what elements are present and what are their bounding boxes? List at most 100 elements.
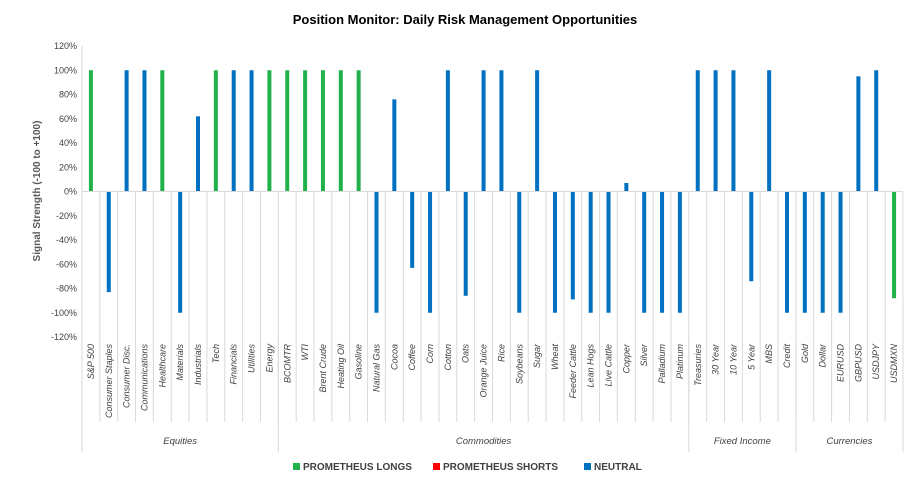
y-tick-label: -20%: [56, 211, 77, 221]
category-label: Rice: [496, 344, 506, 362]
bar-neutral: [142, 70, 147, 192]
group-label: Currencies: [826, 436, 872, 447]
category-label: Platinum: [675, 343, 685, 379]
y-tick-label: -120%: [51, 332, 77, 342]
bar-long: [160, 70, 165, 192]
category-label: Industrials: [193, 344, 203, 386]
bar-neutral: [588, 191, 593, 313]
category-label: WTI: [300, 344, 310, 361]
bar-neutral: [731, 70, 736, 192]
bar-neutral: [767, 70, 772, 192]
category-label: Brent Crude: [318, 344, 328, 393]
bar-neutral: [178, 191, 183, 313]
bar-long: [303, 70, 308, 192]
category-label: Sugar: [532, 343, 542, 368]
legend-swatch: [293, 463, 300, 470]
bar-neutral: [374, 191, 379, 313]
bar-neutral: [499, 70, 504, 192]
bar-neutral: [606, 191, 611, 313]
category-groups: Equities Commodities Fixed Income Currencie…: [81, 337, 904, 452]
bar-neutral: [713, 70, 718, 192]
bar-neutral: [124, 70, 129, 192]
category-label: EURUSD: [836, 344, 846, 383]
bar-neutral: [874, 70, 879, 192]
legend-label: PROMETHEUS SHORTS: [443, 462, 558, 473]
bar-long: [285, 70, 290, 192]
bar-neutral: [249, 70, 254, 192]
category-label: USDJPY: [871, 343, 881, 380]
category-label: BCOMTR: [282, 344, 292, 383]
legend-swatch: [584, 463, 591, 470]
category-label: Silver: [639, 343, 649, 367]
category-label: Utilities: [247, 344, 257, 374]
category-label: Feeder Cattle: [568, 344, 578, 399]
group-label: Fixed Income: [714, 436, 771, 447]
bar-neutral: [570, 191, 575, 300]
category-label: Soybeans: [514, 344, 524, 385]
category-label: Consumer Disc.: [122, 344, 132, 408]
category-label: Lean Hogs: [586, 344, 596, 388]
bar-neutral: [624, 183, 629, 192]
category-label: Heating Oil: [336, 343, 346, 389]
category-label: Orange Juice: [479, 344, 489, 398]
y-tick-label: 80%: [59, 90, 77, 100]
y-tick-label: 120%: [54, 41, 77, 51]
bar-neutral: [392, 99, 397, 192]
bar-neutral: [838, 191, 843, 313]
y-tick-label: -60%: [56, 259, 77, 269]
bar-long: [338, 70, 343, 192]
bar-neutral: [463, 191, 468, 296]
bar-neutral: [856, 76, 861, 192]
category-label: Credit: [782, 344, 792, 369]
bar-neutral: [445, 70, 450, 192]
category-label: 30 Year: [711, 343, 721, 375]
category-label: Natural Gas: [371, 344, 381, 393]
category-label: MBS: [764, 344, 774, 364]
legend-swatch: [433, 463, 440, 470]
y-tick-label: -100%: [51, 308, 77, 318]
category-label: Treasuries: [693, 344, 703, 386]
bar-long: [88, 70, 93, 192]
y-axis: -120% -100% -80% -60% -40% -20% 0% 20% 40% 60% 80%…: [51, 41, 77, 342]
bar-long: [213, 70, 218, 192]
chart-title: Position Monitor: Daily Risk Management …: [293, 12, 638, 27]
group-label: Equities: [163, 436, 197, 447]
y-tick-label: 20%: [59, 162, 77, 172]
legend-label: PROMETHEUS LONGS: [303, 462, 412, 473]
bar-neutral: [196, 116, 201, 192]
bar-neutral: [552, 191, 557, 313]
bar-neutral: [481, 70, 486, 192]
bar-neutral: [802, 191, 807, 313]
category-label: Live Cattle: [604, 344, 614, 387]
category-label: Gold: [800, 343, 810, 363]
category-label: Coffee: [407, 344, 417, 371]
y-tick-label: -80%: [56, 284, 77, 294]
legend-label: NEUTRAL: [594, 462, 642, 473]
category-label: Communications: [139, 344, 149, 412]
bars: [88, 70, 897, 313]
category-label: Financials: [229, 344, 239, 385]
category-label: Oats: [461, 344, 471, 364]
category-label: GBPUSD: [853, 344, 863, 383]
category-label: Corn: [425, 344, 435, 364]
bar-long: [320, 70, 325, 192]
bar-long: [267, 70, 272, 192]
category-label: 10 Year: [728, 343, 738, 375]
bar-neutral: [642, 191, 647, 313]
category-label: Consumer Staples: [104, 344, 114, 419]
category-label: Materials: [175, 344, 185, 381]
bar-neutral: [231, 70, 236, 192]
bar-neutral: [749, 191, 754, 282]
bar-neutral: [660, 191, 665, 313]
category-label: Healthcare: [157, 344, 167, 388]
bar-neutral: [820, 191, 825, 313]
category-label: Copper: [621, 343, 631, 374]
y-tick-label: 60%: [59, 114, 77, 124]
y-tick-label: 40%: [59, 138, 77, 148]
category-label: 5 Year: [746, 343, 756, 370]
y-tick-label: -40%: [56, 235, 77, 245]
bar-neutral: [535, 70, 540, 192]
y-axis-label: Signal Strength (-100 to +100): [32, 121, 43, 262]
bar-long: [892, 191, 897, 299]
